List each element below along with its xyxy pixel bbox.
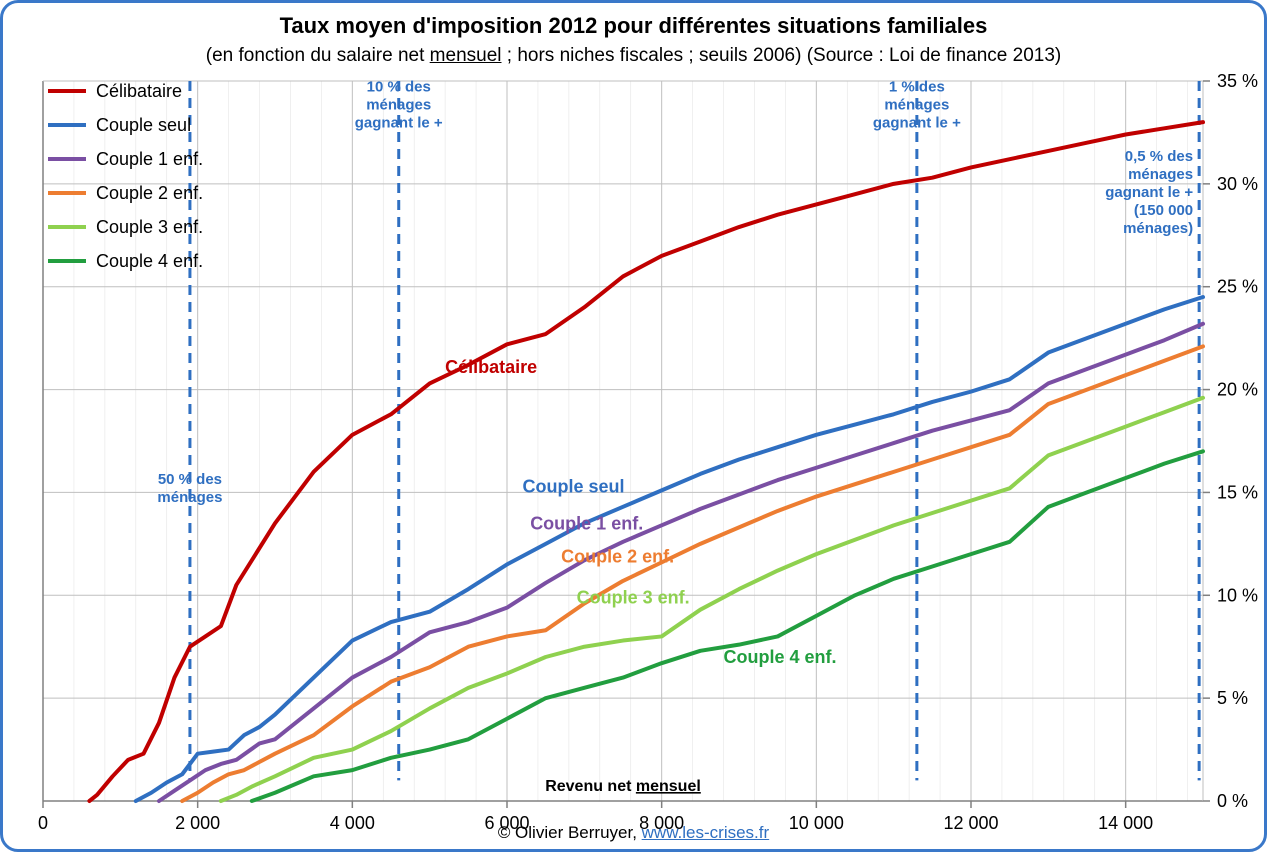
svg-text:Revenu net mensuel: Revenu net mensuel [545,778,701,795]
svg-text:1 % des: 1 % des [889,78,945,95]
svg-text:ménages: ménages [366,96,431,113]
svg-text:ménages: ménages [884,96,949,113]
svg-text:gagnant le +: gagnant le + [873,114,961,131]
line-chart: 02 0004 0006 0008 00010 00012 00014 0000… [3,3,1267,855]
svg-text:35 %: 35 % [1217,71,1258,91]
svg-text:Couple 1 enf.: Couple 1 enf. [96,149,203,169]
credit-text: © Olivier Berruyer, [498,823,642,842]
svg-text:25 %: 25 % [1217,277,1258,297]
svg-text:10 %: 10 % [1217,585,1258,605]
svg-text:0,5 % des: 0,5 % des [1125,148,1193,165]
svg-text:Couple seul: Couple seul [96,115,191,135]
svg-text:15 %: 15 % [1217,482,1258,502]
svg-text:20 %: 20 % [1217,380,1258,400]
svg-text:Couple 3 enf.: Couple 3 enf. [577,588,690,608]
svg-text:gagnant le +: gagnant le + [1105,184,1193,201]
svg-text:Couple seul: Couple seul [522,476,624,496]
svg-text:Couple 1 enf.: Couple 1 enf. [530,513,643,533]
svg-text:Couple 3 enf.: Couple 3 enf. [96,217,203,237]
svg-text:0 %: 0 % [1217,791,1248,811]
svg-text:gagnant le +: gagnant le + [355,114,443,131]
svg-text:ménages): ménages) [1123,220,1193,237]
svg-text:30 %: 30 % [1217,174,1258,194]
svg-text:Couple 4 enf.: Couple 4 enf. [724,647,837,667]
credit-link[interactable]: www.les-crises.fr [642,823,770,842]
svg-text:Célibataire: Célibataire [96,81,182,101]
svg-text:Célibataire: Célibataire [445,357,537,377]
svg-text:Couple 4 enf.: Couple 4 enf. [96,251,203,271]
svg-text:10 % des: 10 % des [367,78,431,95]
svg-text:ménages: ménages [1128,166,1193,183]
chart-frame: Taux moyen d'imposition 2012 pour différ… [0,0,1267,852]
svg-text:50 % des: 50 % des [158,471,222,488]
svg-text:5 %: 5 % [1217,688,1248,708]
svg-text:Couple 2 enf.: Couple 2 enf. [96,183,203,203]
svg-text:Couple 2 enf.: Couple 2 enf. [561,546,674,566]
svg-text:ménages: ménages [157,489,222,506]
svg-text:(150 000: (150 000 [1134,202,1193,219]
chart-credit: © Olivier Berruyer, www.les-crises.fr [3,823,1264,843]
